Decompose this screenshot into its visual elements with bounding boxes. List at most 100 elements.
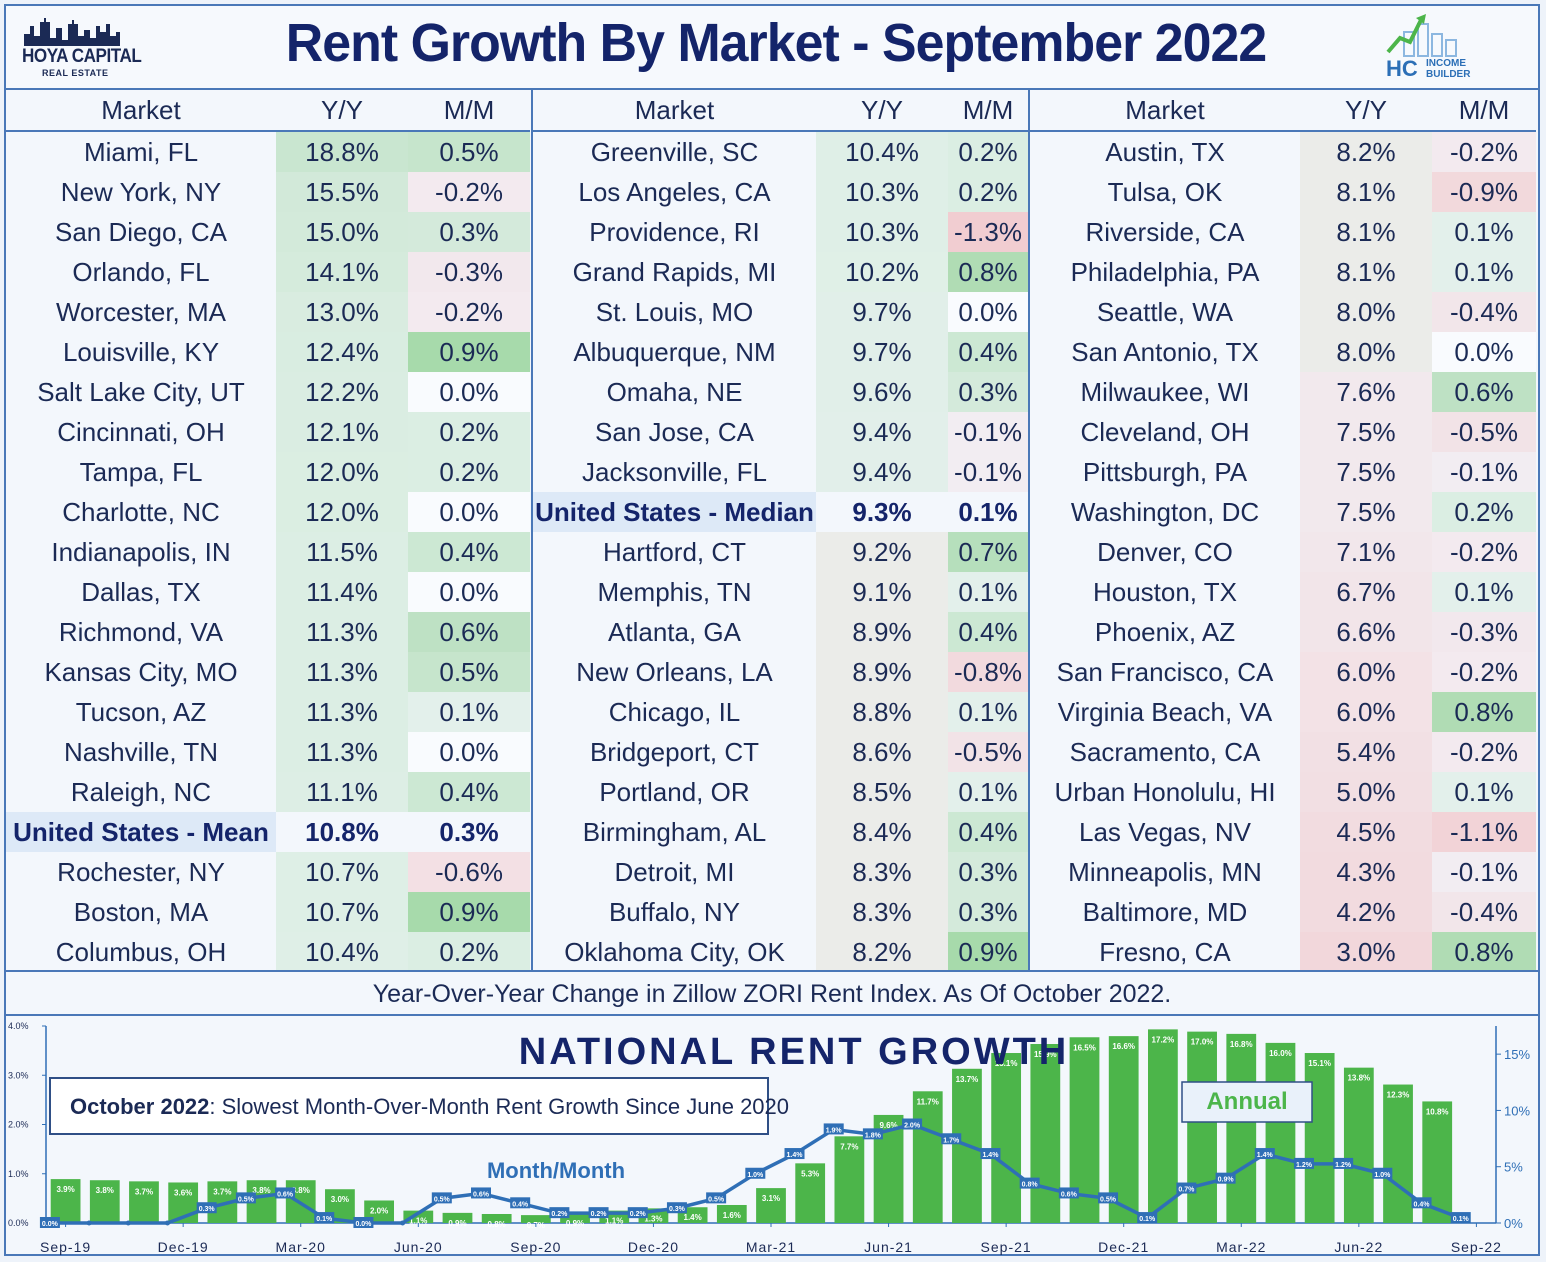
annual-bar <box>834 1136 865 1223</box>
mm-point-label: 0.0% <box>355 1221 372 1228</box>
mm-value: -0.2% <box>1432 532 1536 572</box>
market-name: Raleigh, NC <box>6 772 276 812</box>
market-name: Virginia Beach, VA <box>1030 692 1300 732</box>
mm-value: -0.4% <box>1432 892 1536 932</box>
mm-point-label: 1.9% <box>826 1127 843 1134</box>
annotation-date: October 2022 <box>70 1094 209 1119</box>
mm-value: -0.2% <box>1432 652 1536 692</box>
mm-value: 0.1% <box>1432 252 1536 292</box>
mm-point-label: 0.7% <box>1178 1187 1195 1194</box>
mm-point-label: 0.1% <box>316 1216 333 1223</box>
mm-label-bg <box>666 1202 687 1214</box>
market-name: Milwaukee, WI <box>1030 372 1300 412</box>
market-name: Hartford, CT <box>533 532 816 572</box>
market-name: Dallas, TX <box>6 572 276 612</box>
market-name: Indianapolis, IN <box>6 532 276 572</box>
mm-point-label: 0.2% <box>591 1211 608 1218</box>
market-name: Phoenix, AZ <box>1030 612 1300 652</box>
mm-value: 0.4% <box>408 532 530 572</box>
mm-value: 0.9% <box>408 332 530 372</box>
market-name: Albuquerque, NM <box>533 332 816 372</box>
yy-value: 8.9% <box>816 612 948 652</box>
mm-label-bg <box>1176 1182 1197 1194</box>
mm-point <box>164 1220 170 1226</box>
yy-value: 10.8% <box>276 812 408 852</box>
mm-value: -0.2% <box>1432 732 1536 772</box>
annual-bar <box>560 1212 590 1223</box>
market-name: Buffalo, NY <box>533 892 816 932</box>
x-tick-label: Jun-21 <box>864 1239 913 1255</box>
mm-value: -1.1% <box>1432 812 1536 852</box>
mm-label-bg <box>1333 1157 1354 1169</box>
market-name: Omaha, NE <box>533 372 816 412</box>
market-name: Bridgeport, CT <box>533 732 816 772</box>
market-name: Washington, DC <box>1030 492 1300 532</box>
x-tick-label: Dec-21 <box>1098 1239 1149 1255</box>
market-name: Las Vegas, NV <box>1030 812 1300 852</box>
yy-value: 7.5% <box>1300 492 1432 532</box>
mm-value: 0.1% <box>1432 212 1536 252</box>
yy-value: 10.7% <box>276 892 408 932</box>
market-name: San Francisco, CA <box>1030 652 1300 692</box>
market-name: Baltimore, MD <box>1030 892 1300 932</box>
income-builder-logo: HC INCOME BUILDER <box>1382 12 1472 84</box>
mm-label-bg <box>1293 1157 1314 1169</box>
yy-value: 7.1% <box>1300 532 1432 572</box>
mm-label-bg <box>941 1133 962 1145</box>
mm-value: 0.3% <box>948 372 1028 412</box>
divider <box>6 970 1538 972</box>
market-name: New Orleans, LA <box>533 652 816 692</box>
market-name: New York, NY <box>6 172 276 212</box>
yy-value: 9.1% <box>816 572 948 612</box>
mm-value: 0.3% <box>408 212 530 252</box>
market-name: Birmingham, AL <box>533 812 816 852</box>
mm-point-label: 0.1% <box>1453 1216 1470 1223</box>
yy-value: 14.1% <box>276 252 408 292</box>
yy-value: 10.4% <box>276 932 408 972</box>
market-name: Jacksonville, FL <box>533 452 816 492</box>
yy-value: 8.9% <box>816 652 948 692</box>
annual-bar-label: 2.0% <box>370 1206 388 1215</box>
annual-bar-label: 1.3% <box>644 1214 662 1223</box>
annual-bar <box>716 1204 747 1223</box>
annual-bar <box>1304 1053 1335 1223</box>
x-tick-label: Sep-20 <box>510 1239 561 1255</box>
logo-mark: HC <box>1386 56 1418 81</box>
mm-point-label: 0.4% <box>1414 1201 1431 1208</box>
mm-value: 0.0% <box>408 572 530 612</box>
mm-value: 0.0% <box>408 732 530 772</box>
mm-point <box>86 1220 92 1226</box>
mm-point-label: 1.4% <box>1257 1152 1274 1159</box>
infographic-frame: HOYA CAPITAL REAL ESTATE Rent Growth By … <box>4 4 1540 1256</box>
annual-bar <box>756 1188 786 1223</box>
annual-bar-label: 11.7% <box>917 1097 939 1106</box>
mm-point-label: 0.3% <box>199 1206 216 1213</box>
mm-label-bg <box>1450 1212 1471 1224</box>
yy-value: 7.5% <box>1300 452 1432 492</box>
mm-value: -0.1% <box>948 412 1028 452</box>
mm-value: 0.1% <box>948 492 1028 532</box>
yy-value: 10.2% <box>816 252 948 292</box>
market-name: San Diego, CA <box>6 212 276 252</box>
annotation-body: : Slowest Month-Over-Month Rent Growth S… <box>209 1094 789 1119</box>
mm-label-bg <box>1215 1172 1236 1184</box>
yy-value: 5.0% <box>1300 772 1432 812</box>
yy-value: 4.5% <box>1300 812 1432 852</box>
market-name: Charlotte, NC <box>6 492 276 532</box>
mm-value: 0.1% <box>948 572 1028 612</box>
annual-label-box <box>1181 1081 1313 1123</box>
mm-value: 0.8% <box>1432 932 1536 972</box>
mm-point-label: 1.0% <box>1374 1172 1391 1179</box>
yy-value: 8.3% <box>816 852 948 892</box>
yy-value: 9.2% <box>816 532 948 572</box>
mm-label-bg <box>784 1148 805 1160</box>
series-label-annual: Annual <box>1206 1088 1287 1115</box>
annual-bar-label: 17.0% <box>1191 1038 1214 1047</box>
skyline-icon <box>24 18 120 46</box>
yy-value: 8.5% <box>816 772 948 812</box>
mm-label-bg <box>314 1212 335 1224</box>
market-name: Louisville, KY <box>6 332 276 372</box>
mm-point-label: 0.0% <box>42 1221 59 1228</box>
mm-point-label: 0.5% <box>1100 1196 1117 1203</box>
mm-point <box>125 1220 131 1226</box>
